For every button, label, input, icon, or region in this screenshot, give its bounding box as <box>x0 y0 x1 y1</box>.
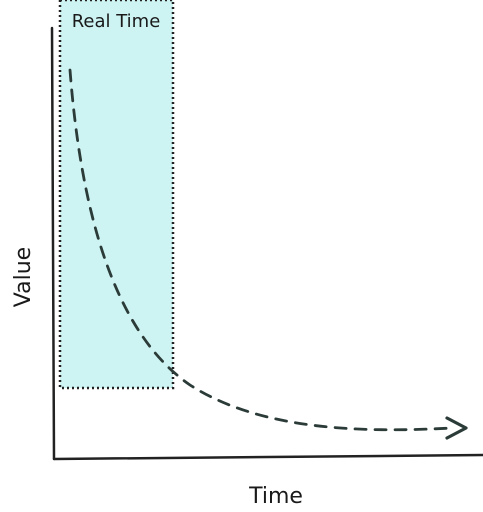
x-axis-line <box>52 453 483 461</box>
y-axis-label: Value <box>11 247 36 307</box>
real-time-region-label: Real Time <box>72 11 161 32</box>
real-time-region-box <box>58 0 175 390</box>
x-axis-label: Time <box>248 484 303 509</box>
real-time-region: Real Time <box>58 0 175 390</box>
curve-arrowhead-icon <box>445 416 468 440</box>
axes <box>50 26 483 461</box>
decay-curve-path <box>68 68 454 432</box>
decay-curve <box>68 68 468 440</box>
y-axis-line <box>50 26 56 461</box>
